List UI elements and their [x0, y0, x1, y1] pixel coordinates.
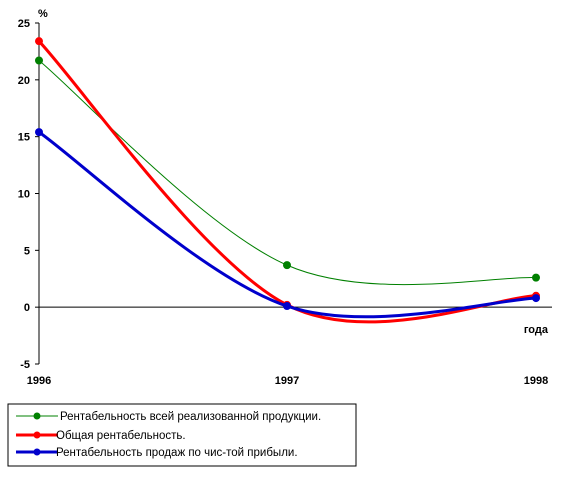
legend-marker-3: [33, 448, 41, 456]
legend-label-1: Рентабельность всей реализованной продук…: [60, 411, 321, 423]
y-tick-label: 20: [18, 75, 30, 87]
data-point-s1-3: [532, 273, 540, 282]
legend-marker-2: [33, 431, 41, 439]
data-point-s3-1: [35, 128, 43, 137]
x-axis-label: года: [524, 324, 549, 336]
y-tick-label: 25: [18, 18, 30, 30]
data-point-s3-3: [532, 294, 540, 303]
y-tick-label: 0: [24, 302, 30, 314]
legend-label-2: Общая рентабельность.: [56, 430, 186, 442]
data-point-s1-2: [283, 261, 291, 270]
x-tick-label: 1996: [27, 375, 51, 387]
legend-marker-1: [33, 412, 41, 420]
y-axis-label: %: [38, 8, 48, 20]
legend-box: [7, 403, 357, 467]
data-point-s1-1: [35, 56, 43, 65]
data-point-s3-2: [283, 302, 291, 311]
series-line-3: [37, 130, 538, 319]
x-tick-label: 1997: [275, 375, 299, 387]
y-tick-label: 15: [18, 132, 30, 144]
y-tick-label: 5: [24, 245, 30, 257]
data-point-s2-1: [35, 37, 43, 46]
y-tick-label: 10: [18, 189, 30, 201]
y-tick-label: -5: [20, 359, 30, 371]
series-line-1: [38, 60, 537, 286]
legend-label-3: Рентабельность продаж по чис-той прибыли…: [56, 447, 298, 459]
x-tick-label: 1998: [524, 375, 548, 387]
series-line-2: [37, 39, 538, 324]
